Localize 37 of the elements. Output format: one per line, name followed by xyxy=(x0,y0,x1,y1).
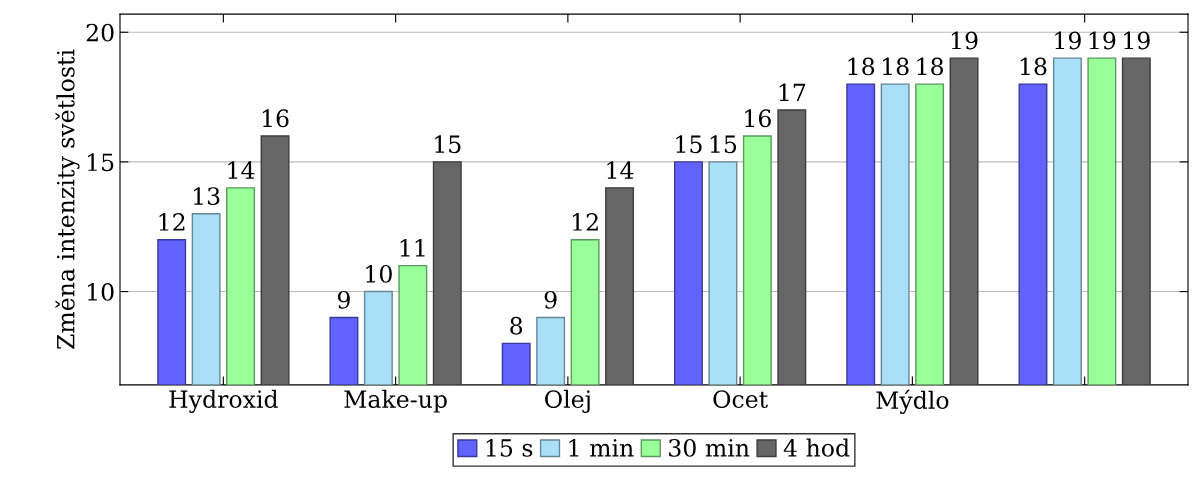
data-label: 13 xyxy=(193,187,220,206)
x-tick-label: Olej xyxy=(545,389,590,413)
data-label: 19 xyxy=(1089,31,1116,50)
data-label: 14 xyxy=(607,161,634,179)
y-axis-title: Změna intenzity světlosti xyxy=(55,49,80,350)
data-label: 10 xyxy=(366,264,392,283)
data-label: 14 xyxy=(228,161,255,179)
data-label: 15 xyxy=(435,135,461,154)
data-label: 16 xyxy=(745,109,771,128)
x-tick-label: Ocet xyxy=(713,390,768,409)
data-label: 18 xyxy=(848,57,875,76)
x-tick-label: Hydroxid xyxy=(169,389,278,413)
data-label: 18 xyxy=(883,57,909,76)
data-label: 12 xyxy=(159,213,185,231)
data-label: 18 xyxy=(917,57,944,76)
data-label: 9 xyxy=(544,290,557,309)
y-tick-label: 10 xyxy=(87,283,114,301)
data-label: 11 xyxy=(400,239,425,257)
data-label: 15 xyxy=(676,135,702,154)
data-label: 9 xyxy=(337,290,350,309)
legend-label: 30 min xyxy=(669,438,750,457)
legend-label: 1 min xyxy=(569,438,634,457)
data-label: 12 xyxy=(572,213,598,231)
data-label: 19 xyxy=(1055,31,1081,50)
y-tick-label: 20 xyxy=(86,23,114,42)
data-label: 19 xyxy=(1124,31,1150,50)
y-tick-label: 15 xyxy=(87,153,114,172)
data-label: 19 xyxy=(951,31,978,50)
x-tick-label: Make-up xyxy=(344,389,447,413)
data-label: 17 xyxy=(779,83,806,101)
data-label: 15 xyxy=(710,135,737,154)
legend-label: 4 hod xyxy=(783,438,850,457)
data-label: 18 xyxy=(1020,57,1047,76)
legend-label: 15 s xyxy=(486,438,533,457)
x-tick-label: Mýdlo xyxy=(876,389,949,414)
data-label: 8 xyxy=(510,316,523,335)
data-label: 16 xyxy=(262,109,289,128)
